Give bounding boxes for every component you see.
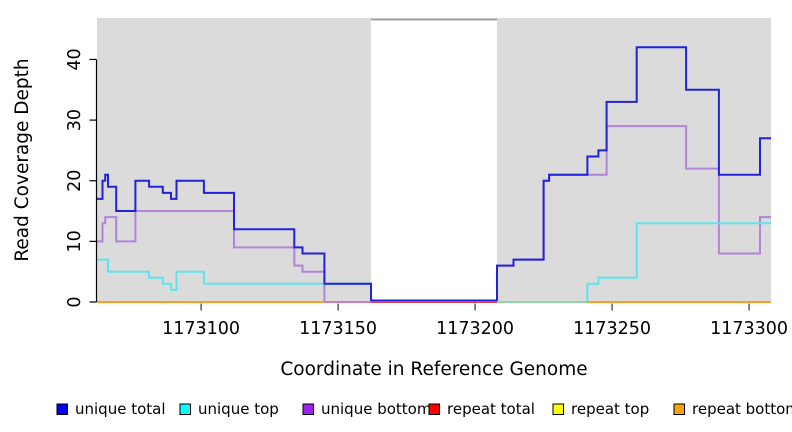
legend-item-label: repeat bottom bbox=[692, 400, 792, 418]
x-tick-label: 1173250 bbox=[573, 319, 651, 339]
x-tick-label: 1173300 bbox=[710, 319, 788, 339]
y-tick-label: 0 bbox=[65, 296, 85, 307]
series-line-unique-top bbox=[97, 222, 771, 303]
legend-swatch bbox=[302, 403, 314, 415]
legend: unique total unique top unique bottom repea… bbox=[56, 400, 792, 418]
legend-item: repeat bottom bbox=[673, 400, 792, 418]
legend-item-label: unique total bbox=[75, 400, 166, 418]
legend-item-label: repeat total bbox=[447, 400, 535, 418]
legend-swatch bbox=[673, 403, 685, 415]
x-axis-title: Coordinate in Reference Genome bbox=[280, 359, 587, 380]
legend-item: unique total bbox=[56, 400, 166, 418]
x-tick-label: 1173100 bbox=[162, 319, 240, 339]
legend-item: unique bottom bbox=[302, 400, 431, 418]
axes-layer: 0 10 20 30 40 1173100 1173150 1173200 1173250 117… bbox=[65, 48, 788, 339]
y-tick-label: 30 bbox=[65, 109, 85, 131]
y-tick-label: 20 bbox=[65, 170, 85, 192]
y-tick-label: 40 bbox=[65, 48, 85, 70]
y-tick-label: 10 bbox=[65, 230, 85, 252]
masked-region bbox=[370, 20, 498, 303]
legend-item-label: unique bottom bbox=[321, 400, 431, 418]
y-axis-title: Read Coverage Depth bbox=[12, 58, 33, 261]
legend-item-label: repeat top bbox=[571, 400, 649, 418]
legend-item-label: unique top bbox=[198, 400, 279, 418]
x-tick-label: 1173200 bbox=[436, 319, 514, 339]
legend-item: repeat total bbox=[428, 400, 535, 418]
legend-swatch bbox=[56, 403, 68, 415]
x-tick-label: 1173150 bbox=[299, 319, 377, 339]
masked-region-layer bbox=[370, 18, 498, 303]
legend-swatch bbox=[428, 403, 440, 415]
legend-swatch bbox=[179, 403, 191, 415]
legend-item: unique top bbox=[179, 400, 279, 418]
legend-item: repeat top bbox=[552, 400, 649, 418]
series-lines-layer bbox=[97, 46, 771, 303]
legend-swatch bbox=[552, 403, 564, 415]
series-line-unique-total bbox=[97, 46, 771, 302]
